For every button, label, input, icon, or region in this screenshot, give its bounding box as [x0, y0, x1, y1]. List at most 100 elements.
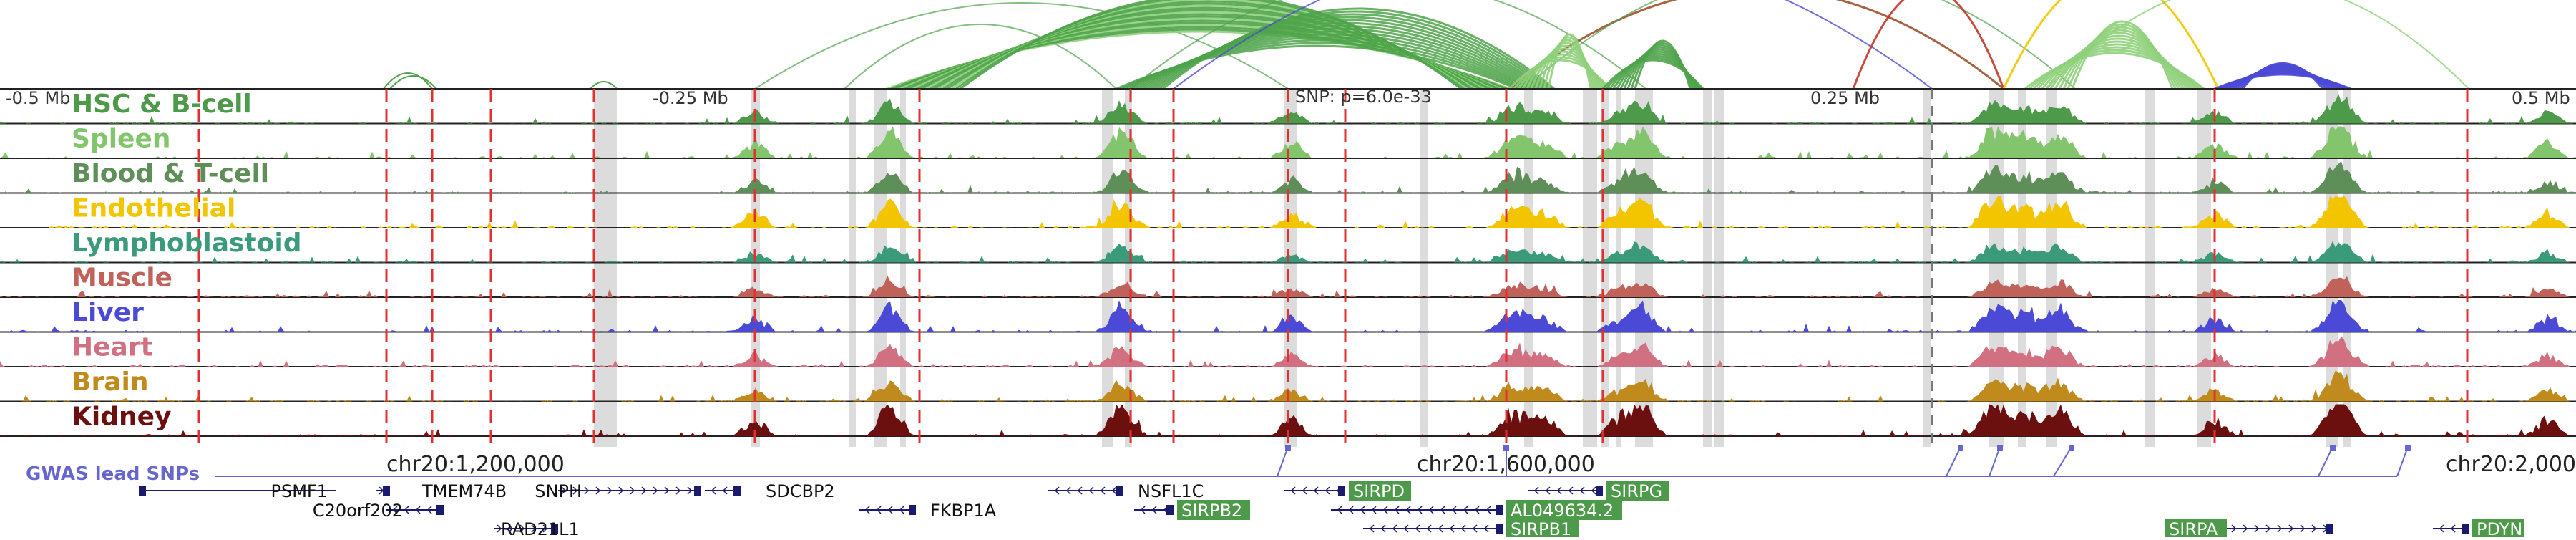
gene-exon	[2462, 524, 2469, 534]
gene-label: TMEM74B	[421, 481, 507, 501]
strand-arrow	[404, 506, 409, 514]
strand-arrow	[1463, 506, 1468, 514]
strand-arrow	[711, 486, 716, 495]
gwas-snp-marker	[1997, 445, 2003, 451]
chromatin-loop	[389, 75, 437, 90]
track-label: Spleen	[72, 125, 171, 154]
gwas-snp-marker	[1285, 445, 1291, 451]
gene-label-highlight	[2165, 519, 2227, 539]
gene-label: SIRPB1	[1511, 519, 1571, 537]
chromatin-loop	[1173, 0, 1933, 90]
bottom-tick-label: chr20:1,200,000	[386, 452, 565, 477]
strand-arrow	[1394, 506, 1400, 514]
gwas-snp-link	[2396, 446, 2409, 477]
strand-arrow	[542, 524, 548, 533]
chromatin-loop	[844, 24, 1117, 90]
snp-marker-lines	[197, 89, 2469, 444]
highlight-band	[1923, 89, 1931, 447]
strand-arrow	[1474, 506, 1480, 514]
strand-arrow	[2254, 524, 2260, 533]
strand-arrow	[864, 506, 870, 514]
top-tick-label: 0.5 Mb	[2512, 88, 2570, 108]
gene-exon	[1496, 505, 1503, 515]
strand-arrow	[1440, 506, 1445, 514]
strand-arrow	[2231, 524, 2237, 533]
gwas-track: GWAS lead SNPs	[26, 445, 2411, 485]
strand-arrow	[1111, 486, 1117, 495]
strand-arrow	[1417, 506, 1423, 514]
strand-arrow	[1088, 486, 1094, 495]
chromatin-loop	[1162, 7, 1555, 90]
gene-exon	[2326, 524, 2333, 534]
strand-arrow	[899, 506, 904, 514]
strand-arrow	[1100, 486, 1106, 495]
strand-arrow	[595, 486, 601, 495]
gene-label: SIRPG	[1611, 481, 1662, 501]
strand-arrow	[2288, 524, 2294, 533]
gwas-snp-link	[1989, 446, 2001, 477]
strand-arrow	[1290, 486, 1296, 495]
strand-arrow	[1371, 506, 1377, 514]
strand-arrow	[1348, 506, 1354, 514]
highlight-band	[849, 89, 856, 447]
gwas-snp-marker	[2069, 445, 2074, 451]
gene-label: RAD21L1	[501, 519, 580, 537]
strand-arrow	[687, 486, 693, 495]
track-label: HSC & B-cell	[72, 90, 252, 119]
highlight-band	[594, 89, 617, 447]
gwas-snp-link	[1946, 446, 1961, 477]
track-labels: HSC & B-cell Spleen Blood & T-cell Endothel…	[72, 90, 302, 432]
strand-arrow	[1591, 486, 1596, 495]
chromatin-loop	[590, 81, 618, 90]
bottom-axis: chr20:1,200,000 chr20:1,600,000 chr20:2,…	[386, 452, 2576, 477]
top-axis: -0.5 Mb -0.25 Mb 0.25 Mb 0.5 Mb SNP: p=6…	[6, 87, 2570, 108]
gene-label: NSFL1C	[1138, 481, 1204, 501]
track-label: Kidney	[72, 402, 172, 432]
strand-arrow	[1151, 506, 1157, 514]
strand-arrow	[1426, 524, 1432, 533]
strand-arrow	[519, 524, 525, 533]
gwas-snp-link	[2053, 446, 2072, 477]
strand-arrow	[2439, 524, 2444, 533]
strand-arrow	[618, 486, 624, 495]
chromatin-loops	[383, 0, 2469, 90]
strand-arrow	[1428, 506, 1434, 514]
top-tick-label: 0.25 Mb	[1810, 88, 1880, 108]
strand-arrow	[508, 524, 514, 533]
strand-arrow	[1483, 524, 1489, 533]
strand-arrow	[1485, 506, 1491, 514]
gene-label: C20orf202	[313, 501, 403, 521]
gene-exon	[694, 486, 701, 496]
gene-exon	[1496, 524, 1503, 534]
strand-arrow	[531, 524, 537, 533]
strand-arrow	[1065, 486, 1071, 495]
snp-label: SNP: p=6.0e-33	[1295, 87, 1432, 107]
top-tick-label: -0.25 Mb	[653, 88, 728, 108]
highlight-band	[1601, 89, 1609, 447]
chromatin-loop	[2241, 62, 2324, 90]
strand-arrow	[1054, 486, 1060, 495]
track-label: Liver	[72, 298, 144, 327]
gwas-label: GWAS lead SNPs	[26, 463, 200, 485]
strand-arrow	[1324, 486, 1330, 495]
strand-arrow	[641, 486, 647, 495]
track-label: Muscle	[72, 264, 172, 293]
chromatin-loop	[2067, 23, 2177, 90]
gene-exon	[436, 505, 444, 515]
strand-arrow	[876, 506, 882, 514]
strand-arrow	[584, 486, 590, 495]
gene-label-highlight	[1177, 500, 1250, 520]
gwas-snp-marker	[1958, 445, 1963, 451]
strand-arrow	[1533, 486, 1539, 495]
gene-exon	[139, 486, 146, 496]
strand-arrow	[497, 524, 502, 533]
strand-arrow	[2300, 524, 2306, 533]
strand-arrow	[675, 486, 681, 495]
gwas-snp-link	[2318, 446, 2333, 477]
gene-label-highlight	[2472, 519, 2524, 539]
strand-arrow	[664, 486, 670, 495]
highlight-bands	[594, 89, 2351, 447]
gene-exon	[733, 486, 741, 496]
strand-arrow	[1449, 524, 1455, 533]
